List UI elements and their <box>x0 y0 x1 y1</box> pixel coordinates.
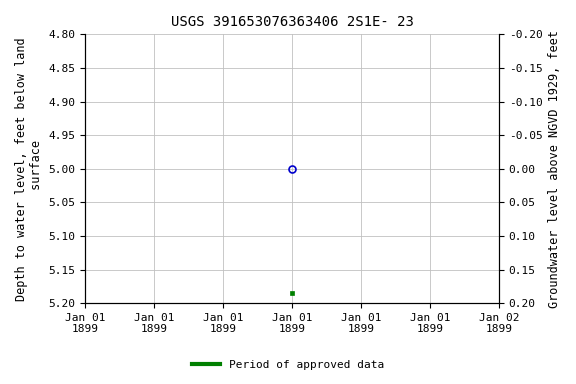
Y-axis label: Depth to water level, feet below land
 surface: Depth to water level, feet below land su… <box>15 37 43 301</box>
Title: USGS 391653076363406 2S1E- 23: USGS 391653076363406 2S1E- 23 <box>170 15 414 29</box>
Y-axis label: Groundwater level above NGVD 1929, feet: Groundwater level above NGVD 1929, feet <box>548 30 561 308</box>
Legend: Period of approved data: Period of approved data <box>188 356 388 375</box>
